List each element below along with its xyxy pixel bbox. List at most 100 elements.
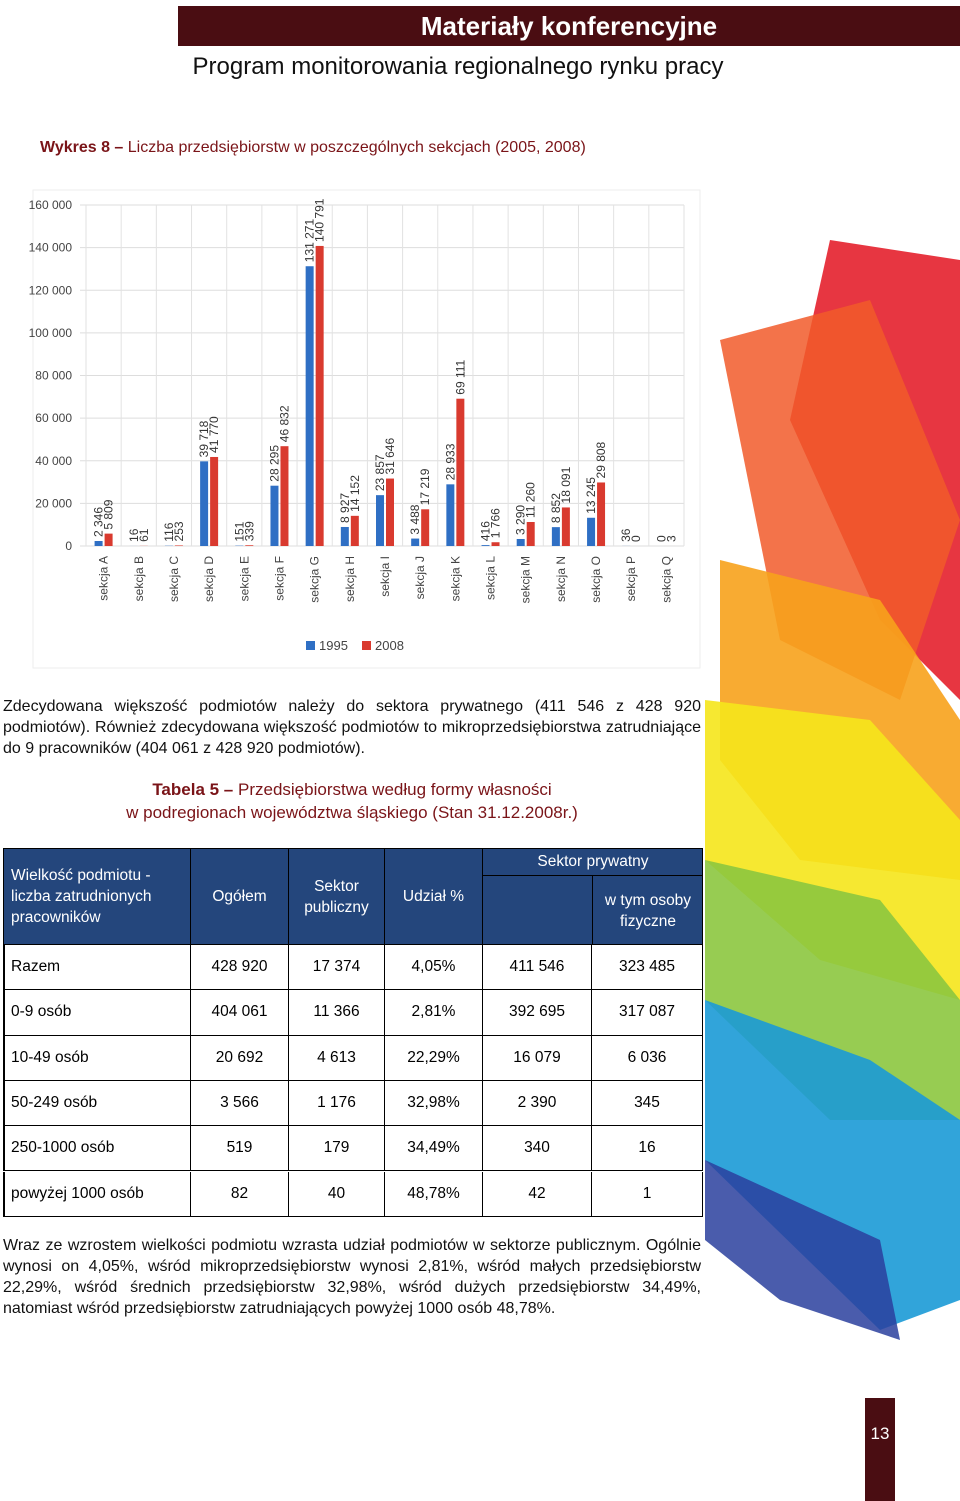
table-cell: 17 374 [289,945,385,991]
bar [174,545,183,546]
table-cell: 40 [289,1171,385,1217]
value-label: 416 [479,521,493,541]
y-tick-label: 100 000 [29,326,73,340]
x-tick-label: sekcja H [343,556,357,602]
value-label: 1 766 [489,508,503,538]
value-label: 0 [654,535,668,542]
value-label: 23 857 [373,454,387,491]
header-cell: Udział % [385,848,483,945]
banner [178,6,960,46]
value-label: 3 [664,535,678,542]
y-tick-label: 0 [65,539,72,553]
table-cell: 392 695 [483,990,592,1036]
value-label: 13 245 [584,477,598,514]
bar [210,456,219,546]
value-label: 0 [629,535,643,542]
x-tick-label: sekcja P [624,556,638,601]
paragraph: Wraz ze wzrostem wielkości podmiotu wzra… [3,1237,701,1317]
bar [200,461,209,546]
bar [315,245,324,546]
bar [446,484,455,546]
table-cell: 4 613 [289,1035,385,1081]
paragraph: Zdecydowana większość podmiotów należy d… [3,698,701,757]
x-tick-label: sekcja N [554,556,568,602]
table-caption: Tabela 5 – Przedsiębiorstwa według formy… [3,778,701,824]
value-label: 41 770 [207,416,221,453]
legend-label: 1995 [319,638,348,653]
table-cell: 22,29% [385,1035,483,1081]
value-label: 5 809 [102,499,116,529]
x-tick-label: sekcja M [519,556,533,603]
bar [376,495,384,546]
value-label: 8 852 [549,493,563,523]
value-label: 17 219 [418,468,432,505]
x-tick-label: sekcja F [272,556,286,601]
table-cell: 0-9 osób [3,990,191,1036]
table-cell: 2 390 [483,1080,592,1127]
table-header-bg [3,848,703,945]
x-tick-label: sekcja I [378,556,392,597]
decoration [705,240,960,1340]
bar [340,526,349,546]
y-tick-label: 80 000 [35,369,72,383]
table-cell: 32,98% [385,1080,483,1127]
x-tick-label: sekcja E [237,556,251,601]
header-cell: Wielkość podmiotu - liczba zatrudnionych… [3,848,191,945]
value-label: 39 718 [197,420,211,457]
bar [551,527,560,546]
x-tick-label: sekcja L [484,556,498,600]
x-tick-label: sekcja Q [659,556,673,603]
table-cell: 404 061 [191,990,289,1036]
table-cell: 428 920 [191,945,289,991]
value-label: 31 646 [383,438,397,475]
table-cell: 82 [191,1171,289,1217]
chart-caption: Wykres 8 – Liczba przedsiębiorstw w posz… [40,139,586,157]
table-cell: 2,81% [385,990,483,1036]
bar [421,509,430,546]
bar [386,478,394,546]
caption-text: w podregionach województwa śląskiego (St… [126,803,578,822]
value-label: 16 [127,528,141,542]
table-cell: 340 [483,1126,592,1172]
value-label: 28 933 [443,443,457,480]
value-label: 28 295 [267,445,281,482]
value-label: 3 290 [514,505,528,535]
table-cell: 3 566 [191,1080,289,1127]
bar [280,446,289,546]
x-tick-label: sekcja K [448,556,462,601]
legend-swatch [306,641,315,650]
page-number: 13 [870,1424,890,1443]
table-cell: 519 [191,1126,289,1172]
table-cell: 4,05% [385,945,483,991]
bar [350,515,359,546]
table-cell: 34,49% [385,1126,483,1172]
bar [516,538,525,546]
value-label: 14 152 [348,475,362,512]
value-label: 339 [242,521,256,541]
table-cell: 6 036 [592,1035,703,1081]
table-cell: 411 546 [483,945,592,991]
table-cell: 16 079 [483,1035,592,1081]
value-label: 18 091 [559,466,573,503]
table-cell: 323 485 [592,945,703,991]
y-tick-label: 140 000 [29,241,73,255]
x-tick-label: sekcja C [167,556,181,602]
table-cell: Razem [3,945,191,991]
y-tick-label: 40 000 [35,454,72,468]
table-cell: 16 [592,1126,703,1172]
legend-label: 2008 [375,638,404,653]
bar [481,545,490,546]
value-label: 69 111 [453,359,467,394]
value-label: 131 271 [303,219,317,263]
y-tick-label: 120 000 [29,283,73,297]
table-cell: 48,78% [385,1171,483,1217]
table-cell: 250-1000 osób [3,1126,191,1172]
value-label: 61 [137,528,151,542]
table-cell: 1 [592,1171,703,1217]
value-label: 46 832 [277,405,291,442]
value-label: 2 346 [92,507,106,537]
header-cell: Sektor publiczny [289,848,385,945]
table-cell: 10-49 osób [3,1035,191,1081]
table-cell: 317 087 [592,990,703,1036]
